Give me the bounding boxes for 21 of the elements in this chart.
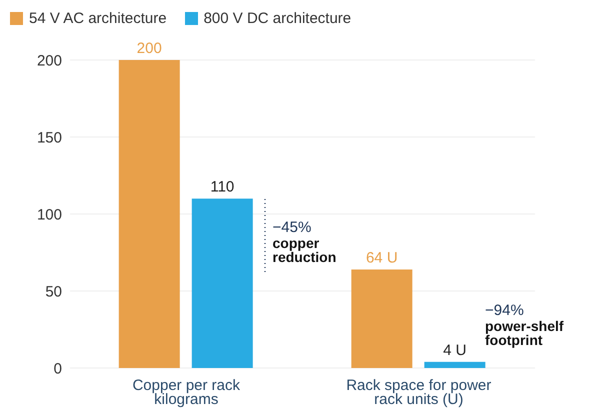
y-tick-label: 50: [45, 283, 62, 300]
data-label: 200: [136, 40, 162, 57]
annotation: −94%: [485, 302, 525, 319]
annotation: −45%: [272, 218, 312, 236]
data-label: 110: [210, 178, 234, 196]
y-tick-label: 100: [36, 206, 62, 224]
bar: [424, 362, 486, 368]
y-tick-label: 150: [36, 129, 62, 146]
bar: [192, 198, 253, 368]
y-tick-label: 0: [54, 360, 62, 378]
data-label: 4 U: [443, 342, 466, 359]
annotation: copper reduction: [272, 234, 338, 265]
bar: [118, 60, 180, 368]
legend-label: 54 V AC architecture: [29, 10, 167, 27]
x-tick-label: Copper per rack kilograms: [132, 377, 241, 408]
legend-label: 800 V DC architecture: [204, 10, 352, 27]
bar: [351, 269, 412, 368]
x-tick-label: Rack space for power rack units (U): [346, 377, 492, 408]
data-label: 64 U: [366, 249, 398, 266]
y-tick-label: 200: [36, 52, 62, 70]
annotation: power-shelf footprint: [485, 318, 565, 348]
